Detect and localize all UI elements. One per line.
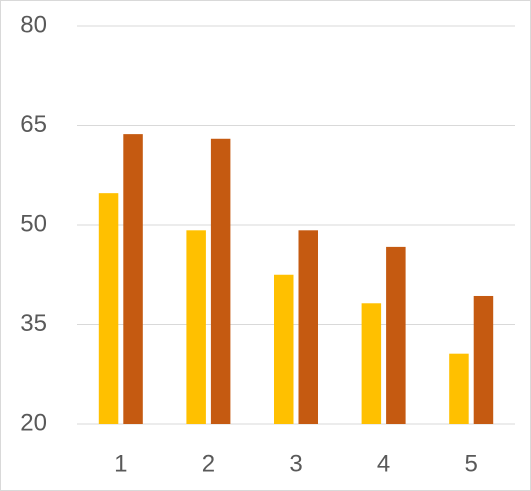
- y-tick-label: 20: [20, 409, 47, 436]
- x-tick-label: 2: [202, 450, 215, 477]
- x-tick-label: 3: [289, 450, 302, 477]
- y-tick-label: 35: [20, 310, 47, 337]
- bar: [386, 246, 406, 424]
- x-tick-label: 5: [465, 450, 478, 477]
- x-tick-label: 1: [114, 450, 127, 477]
- bar: [123, 134, 143, 424]
- bar: [473, 295, 494, 424]
- bar: [298, 230, 318, 424]
- bar: [210, 138, 231, 424]
- bar: [186, 230, 206, 424]
- bar: [274, 274, 294, 424]
- y-tick-label: 50: [20, 210, 47, 237]
- bar: [449, 353, 469, 424]
- bar: [98, 193, 119, 424]
- y-tick-label: 80: [20, 11, 47, 38]
- y-tick-label: 65: [20, 111, 47, 138]
- bar: [361, 303, 382, 424]
- x-tick-label: 4: [377, 450, 390, 477]
